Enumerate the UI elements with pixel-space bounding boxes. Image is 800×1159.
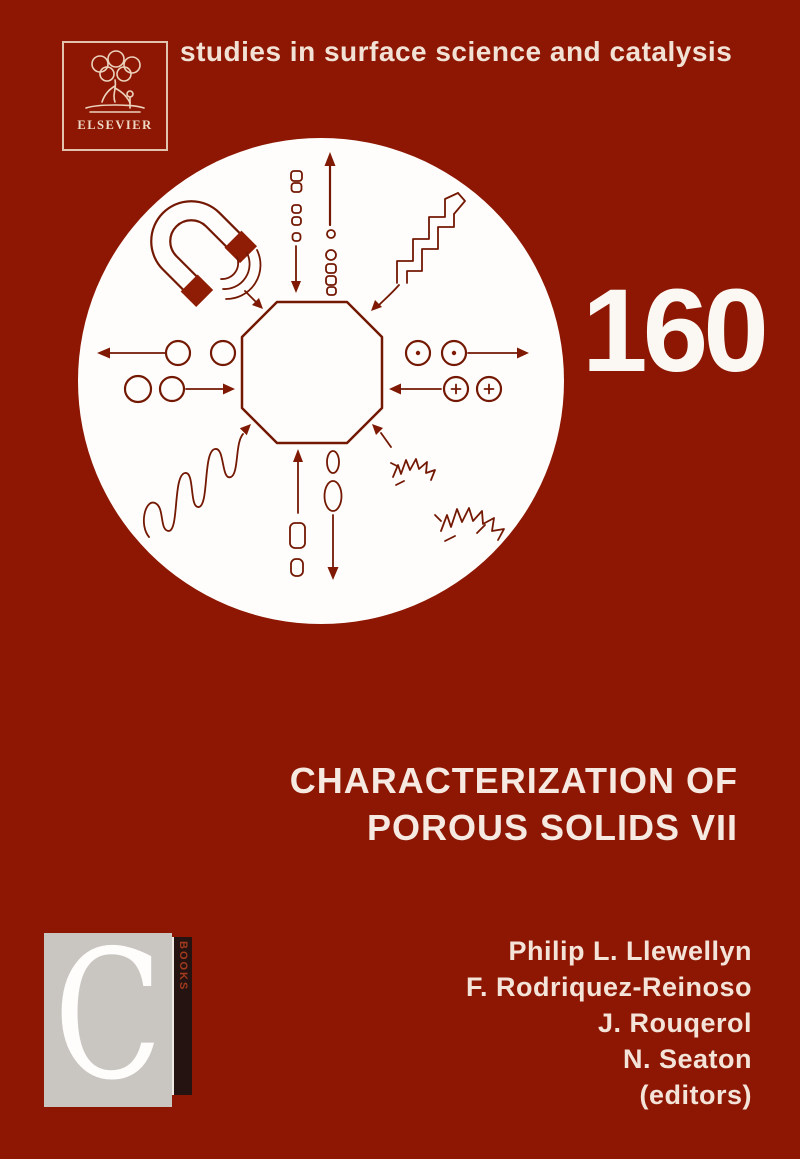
books-logo-spine: BOOKS (172, 937, 192, 1095)
oval-column-out-icon (323, 450, 343, 580)
magnet-icon (150, 200, 263, 309)
scribble-tuft-icon (372, 424, 505, 542)
arrow-up-out-icon (324, 152, 337, 296)
molecules-left-out-icon (97, 339, 237, 367)
editors-list: Philip L. Llewellyn F. Rodriquez-Reinoso… (466, 933, 752, 1113)
particle-column-in-icon (290, 170, 303, 293)
series-title: studies in surface science and catalysis (180, 36, 733, 67)
book-title-line2: POROUS SOLIDS VII (366, 807, 738, 848)
elsevier-logo: ELSEVIER (62, 41, 168, 151)
book-title-line1: CHARACTERIZATION OF (289, 760, 738, 801)
books-logo-box: C (44, 933, 172, 1107)
books-series-logo: C BOOKS (44, 933, 194, 1109)
book-title: CHARACTERIZATION OF POROUS SOLIDS VII (290, 757, 738, 851)
editor-name: N. Seaton (622, 1044, 752, 1074)
books-logo-letter: C (53, 933, 163, 1107)
elsevier-tree-icon (85, 50, 145, 113)
molecules-right-out-icon (404, 339, 529, 367)
molecules-right-in-icon (389, 375, 503, 403)
volume-number: 160 (582, 265, 769, 397)
editor-name: F. Rodriquez-Reinoso (466, 972, 752, 1002)
books-logo-spine-text: BOOKS (177, 941, 189, 992)
magnet-field-lines-icon (220, 249, 262, 300)
cover-diagram (78, 138, 564, 624)
zigzag-wave-icon (142, 424, 251, 538)
editor-name: Philip L. Llewellyn (508, 936, 752, 966)
diagram-circle (78, 138, 564, 624)
editor-name: J. Rouqerol (597, 1008, 752, 1038)
stairs-icon (371, 192, 466, 311)
pellet-column-in-icon (289, 449, 306, 577)
elsevier-wordmark: ELSEVIER (77, 118, 153, 132)
editors-suffix: (editors) (639, 1080, 752, 1110)
molecules-left-in-icon (123, 374, 235, 404)
octagon-shape (240, 300, 384, 445)
